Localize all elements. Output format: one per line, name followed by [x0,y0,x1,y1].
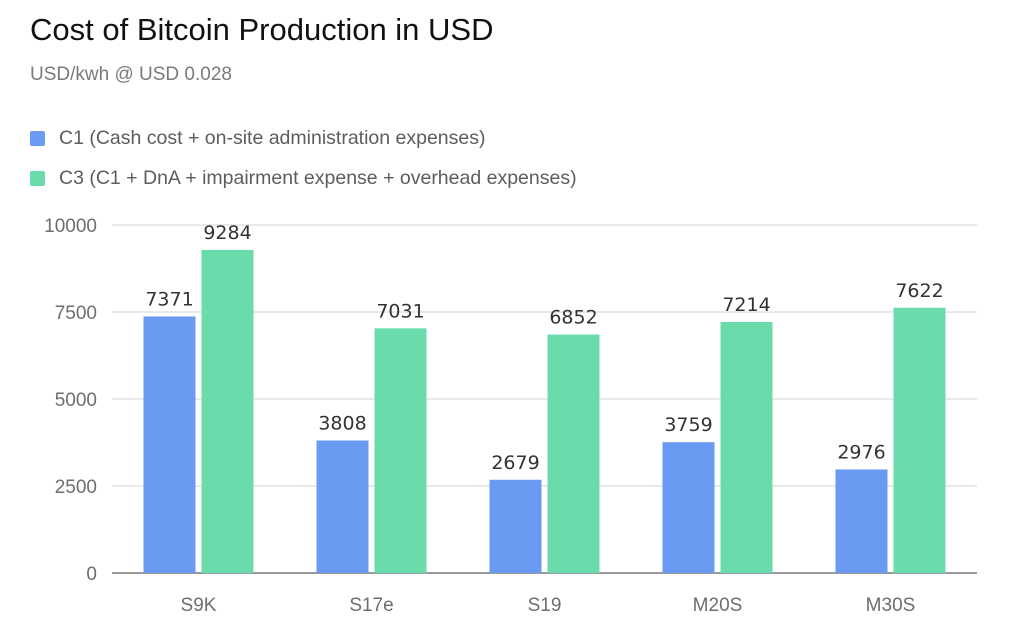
data-label: 3808 [318,412,366,434]
legend-item-c3: C3 (C1 + DnA + impairment expense + over… [30,158,577,198]
x-tick-label: M30S [866,595,916,616]
x-tick-label: S9K [181,595,217,616]
bar-c1 [143,316,196,573]
bar-c3 [374,328,427,573]
y-tick-label: 5000 [55,390,97,411]
y-tick-label: 10000 [44,216,97,237]
data-label: 3759 [664,414,712,436]
bar-c3 [201,249,254,573]
bar-c3 [720,321,773,573]
bar-c1 [489,479,542,573]
legend-swatch-c3 [30,170,45,186]
y-tick-label: 7500 [55,303,97,324]
legend-label-c1: C1 (Cash cost + on-site administration e… [59,126,486,149]
data-label: 7031 [376,300,424,322]
data-label: 2679 [491,452,539,474]
x-tick-label: M20S [693,595,743,616]
y-tick-label: 2500 [55,477,97,498]
data-label: 2976 [837,441,885,463]
bar-c3 [547,334,600,573]
bar-c3 [893,307,946,573]
x-tick-label: S19 [528,595,562,616]
data-label: 7371 [145,288,193,310]
data-label: 9284 [203,222,251,244]
data-label: 6852 [549,307,597,329]
bar-c1 [316,440,369,573]
chart-subtitle: USD/kwh @ USD 0.028 [30,64,232,85]
x-tick-label: S17e [349,595,393,616]
y-tick-label: 0 [86,564,97,585]
data-label: 7622 [895,280,943,302]
legend-label-c3: C3 (C1 + DnA + impairment expense + over… [59,166,577,189]
legend-swatch-c1 [30,130,45,146]
data-label: 7214 [722,294,770,316]
chart-title: Cost of Bitcoin Production in USD [30,12,494,47]
legend-item-c1: C1 (Cash cost + on-site administration e… [30,118,577,158]
legend: C1 (Cash cost + on-site administration e… [30,118,577,198]
bar-c1 [835,469,888,573]
bar-c1 [662,442,715,573]
